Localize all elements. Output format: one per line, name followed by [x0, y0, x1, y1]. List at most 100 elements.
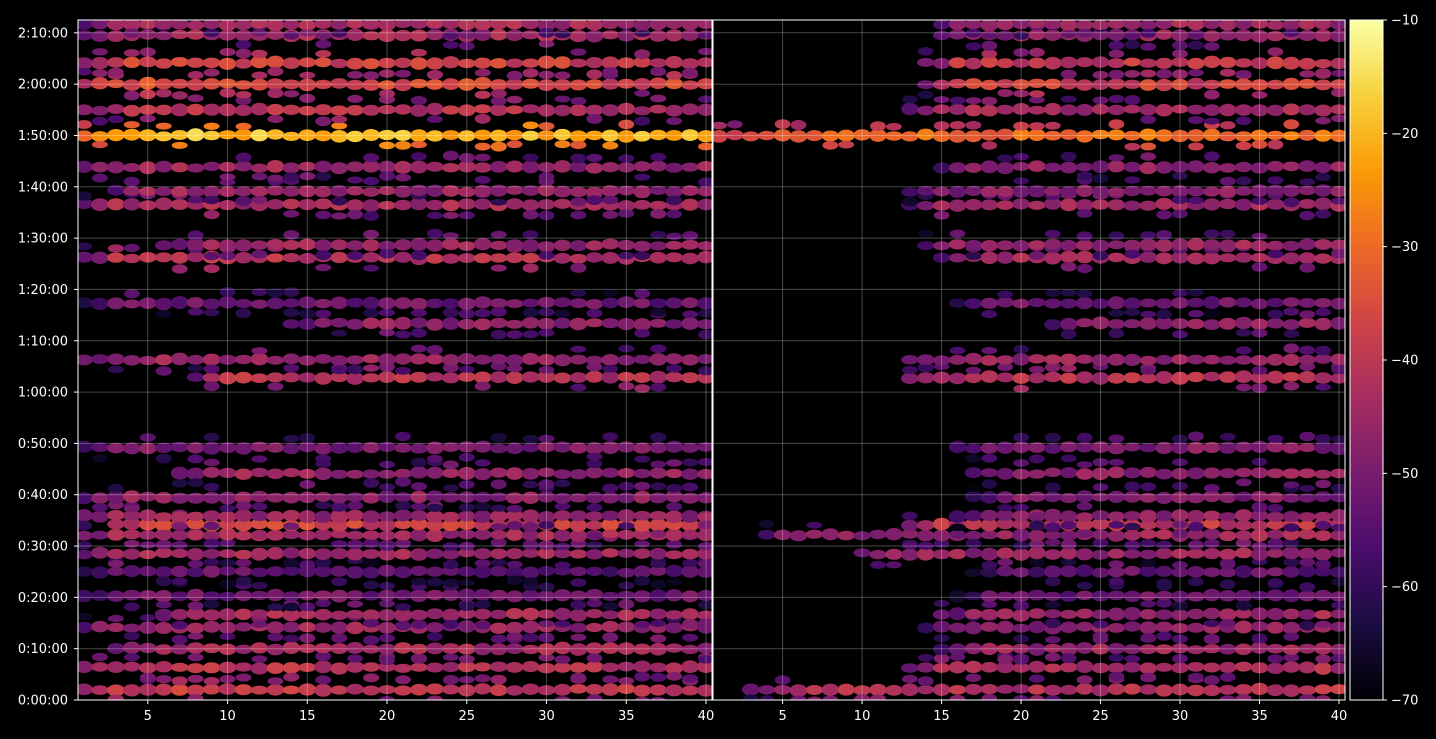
heatmap-cell — [1109, 10, 1125, 17]
heatmap-cell — [1012, 643, 1030, 654]
heatmap-cell — [266, 621, 285, 634]
heatmap-cell — [538, 172, 555, 182]
heatmap-cell — [649, 104, 667, 114]
heatmap-cell — [363, 176, 380, 186]
heatmap-cell — [521, 78, 540, 89]
heatmap-cell — [1075, 621, 1094, 632]
heatmap-cell — [139, 186, 157, 196]
heatmap-cell — [267, 603, 284, 611]
heatmap-cell — [379, 655, 395, 665]
heatmap-cell — [123, 631, 140, 641]
heatmap-cell — [202, 565, 221, 578]
heatmap-cell — [473, 565, 492, 579]
heatmap-cell — [1314, 79, 1332, 91]
heatmap-cell — [1234, 661, 1253, 672]
heatmap-cell — [267, 632, 284, 642]
heatmap-cell — [123, 20, 141, 31]
heatmap-cell — [1139, 510, 1157, 524]
heatmap-cell — [1250, 467, 1269, 479]
heatmap-cell — [681, 29, 699, 41]
heatmap-cell — [426, 662, 444, 673]
heatmap-cell — [282, 621, 301, 633]
heatmap-cell — [123, 243, 140, 253]
heatmap-cell — [394, 251, 412, 263]
heatmap-cell — [442, 41, 459, 49]
heatmap-cell — [91, 131, 109, 142]
heatmap-cell — [282, 57, 301, 69]
heatmap-cell — [91, 48, 108, 56]
heatmap-cell — [949, 346, 966, 355]
heatmap-cell — [1123, 130, 1142, 141]
heatmap-cell — [1188, 310, 1204, 318]
heatmap-cell — [917, 529, 935, 542]
heatmap-cell — [1155, 239, 1173, 252]
heatmap-cell — [570, 345, 587, 353]
heatmap-cell — [758, 130, 776, 141]
heatmap-cell — [1155, 103, 1173, 117]
heatmap-cell — [1219, 512, 1237, 522]
heatmap-cell — [1315, 559, 1331, 570]
y-tick-label: 2:00:00 — [18, 78, 68, 93]
heatmap-cell — [1107, 566, 1126, 578]
heatmap-cell — [996, 530, 1014, 540]
heatmap-cell — [1203, 484, 1220, 493]
heatmap-cell — [837, 129, 855, 142]
heatmap-cell — [250, 78, 269, 91]
heatmap-cell — [1314, 239, 1332, 250]
heatmap-cell — [1028, 185, 1046, 196]
heatmap-cell — [123, 90, 140, 101]
heatmap-cell — [1028, 660, 1046, 673]
heatmap-cell — [298, 253, 317, 264]
heatmap-cell — [1123, 442, 1142, 452]
heatmap-cell — [869, 683, 887, 697]
heatmap-cell — [170, 78, 189, 89]
heatmap-cell — [1028, 372, 1046, 384]
heatmap-cell — [980, 684, 998, 695]
heatmap-cell — [107, 20, 125, 31]
heatmap-cell — [980, 104, 998, 117]
heatmap-cell — [932, 30, 951, 41]
heatmap-cell — [1219, 103, 1237, 117]
heatmap-cell — [1123, 621, 1142, 632]
heatmap-cell — [91, 20, 109, 30]
heatmap-cell — [964, 20, 983, 30]
heatmap-cell — [78, 566, 93, 577]
heatmap-cell — [91, 590, 109, 601]
heatmap-cell — [489, 160, 508, 173]
heatmap-cell — [980, 547, 998, 561]
heatmap-cell — [917, 364, 934, 373]
heatmap-cell — [78, 589, 93, 603]
heatmap-cell — [139, 518, 157, 531]
heatmap-cell — [601, 297, 620, 309]
y-tick-label: 2:10:00 — [18, 26, 68, 41]
heatmap-cell — [410, 317, 428, 329]
heatmap-cell — [537, 354, 556, 366]
heatmap-cell — [649, 58, 667, 68]
heatmap-cell — [569, 186, 588, 198]
heatmap-cell — [949, 96, 966, 105]
heatmap-cell — [1250, 548, 1269, 561]
heatmap-cell — [1234, 355, 1253, 365]
heatmap-cell — [681, 239, 699, 250]
heatmap-cell — [1172, 69, 1188, 79]
heatmap-cell — [981, 49, 998, 59]
heatmap-cell — [394, 509, 412, 522]
heatmap-cell — [1060, 539, 1077, 550]
heatmap-cell — [346, 530, 364, 540]
heatmap-cell — [107, 244, 124, 253]
heatmap-cell — [250, 590, 269, 601]
heatmap-cell — [170, 238, 189, 251]
heatmap-cell — [1298, 685, 1316, 696]
heatmap-cell — [410, 237, 428, 251]
heatmap-cell — [1315, 173, 1331, 182]
heatmap-cell — [394, 663, 412, 673]
heatmap-cell — [410, 609, 428, 621]
heatmap-cell — [553, 565, 572, 576]
heatmap-cell — [505, 492, 524, 504]
heatmap-cell — [1075, 564, 1094, 577]
heatmap-cell — [554, 479, 571, 488]
heatmap-cell — [1107, 28, 1126, 41]
heatmap-cell — [1203, 371, 1221, 382]
heatmap-cell — [154, 512, 173, 522]
heatmap-cell — [426, 79, 444, 90]
